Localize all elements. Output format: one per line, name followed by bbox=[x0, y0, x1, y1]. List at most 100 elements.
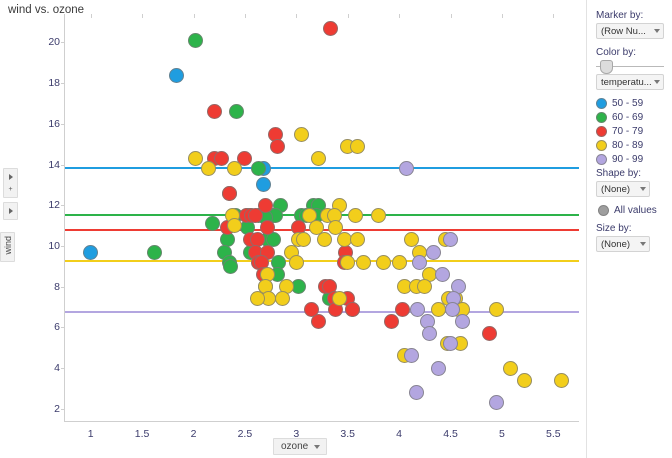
scatter-point[interactable] bbox=[482, 325, 498, 341]
color-by-dropdown[interactable]: temperatu... bbox=[596, 74, 664, 90]
scatter-point[interactable] bbox=[417, 279, 433, 295]
x-axis-label-button[interactable]: ozone bbox=[273, 438, 328, 455]
scatter-point[interactable] bbox=[489, 395, 505, 411]
scatter-point[interactable] bbox=[322, 20, 338, 36]
scatter-point[interactable] bbox=[221, 185, 237, 201]
size-by-dropdown[interactable]: (None) bbox=[596, 236, 650, 252]
scatter-point[interactable] bbox=[293, 126, 309, 142]
pan-arrow-icon[interactable] bbox=[5, 171, 16, 183]
scatter-point[interactable] bbox=[376, 254, 392, 270]
shape-by-dropdown[interactable]: (None) bbox=[596, 181, 650, 197]
scatter-point[interactable] bbox=[266, 232, 282, 248]
scatter-point[interactable] bbox=[257, 197, 273, 213]
slider-thumb[interactable] bbox=[600, 60, 613, 74]
scatter-point[interactable] bbox=[345, 301, 361, 317]
scatter-point[interactable] bbox=[350, 232, 366, 248]
slider-track bbox=[596, 66, 664, 67]
marker-by-dropdown[interactable]: (Row Nu... bbox=[596, 23, 664, 39]
scatter-point[interactable] bbox=[260, 220, 276, 236]
scatter-point[interactable] bbox=[445, 301, 461, 317]
scatter-point[interactable] bbox=[430, 301, 446, 317]
scatter-point[interactable] bbox=[517, 372, 533, 388]
scatter-point[interactable] bbox=[204, 216, 220, 232]
scatter-point[interactable] bbox=[489, 301, 505, 317]
scatter-point[interactable] bbox=[434, 266, 450, 282]
scatter-point[interactable] bbox=[188, 150, 204, 166]
scatter-point[interactable] bbox=[168, 67, 184, 83]
scatter-point[interactable] bbox=[502, 360, 518, 376]
scatter-point[interactable] bbox=[430, 360, 446, 376]
scatter-point[interactable] bbox=[348, 207, 364, 223]
legend-item-1[interactable]: 60 - 69 bbox=[596, 112, 672, 123]
x-axis-tick-label: 2 bbox=[190, 428, 197, 440]
scatter-point[interactable] bbox=[391, 254, 407, 270]
x-axis-tick-label: 5.5 bbox=[545, 428, 561, 440]
marker-by-value: (Row Nu... bbox=[601, 25, 646, 37]
scatter-point[interactable] bbox=[311, 313, 327, 329]
scatter-point[interactable] bbox=[227, 161, 243, 177]
y-axis-tick-mark bbox=[61, 327, 65, 329]
scatter-point[interactable] bbox=[83, 244, 99, 260]
scatter-point[interactable] bbox=[188, 32, 204, 48]
scatter-point[interactable] bbox=[340, 254, 356, 270]
scatter-point[interactable] bbox=[288, 254, 304, 270]
y-axis-label-button[interactable]: wind bbox=[0, 232, 15, 262]
scatter-point[interactable] bbox=[249, 291, 265, 307]
pan-tool-group: + bbox=[3, 168, 18, 198]
settings-side-panel: Marker by: (Row Nu... Color by: temperat… bbox=[586, 0, 672, 458]
scatter-point[interactable] bbox=[331, 291, 347, 307]
scatter-point[interactable] bbox=[327, 220, 343, 236]
scatter-point[interactable] bbox=[206, 104, 222, 120]
zoom-in-icon[interactable]: + bbox=[8, 185, 13, 193]
scatter-point[interactable] bbox=[409, 385, 425, 400]
legend-item-3[interactable]: 80 - 89 bbox=[596, 140, 672, 151]
legend-item-0[interactable]: 50 - 59 bbox=[596, 98, 672, 109]
legend-item-4[interactable]: 90 - 99 bbox=[596, 154, 672, 165]
scatter-point[interactable] bbox=[384, 313, 400, 329]
scatter-point[interactable] bbox=[213, 150, 229, 166]
scatter-point[interactable] bbox=[350, 138, 366, 154]
legend-item-2[interactable]: 70 - 79 bbox=[596, 126, 672, 137]
scatter-point[interactable] bbox=[412, 254, 428, 270]
scatter-point[interactable] bbox=[255, 177, 271, 193]
x-axis-tick-mark bbox=[450, 14, 452, 18]
scatter-point[interactable] bbox=[275, 291, 291, 307]
scatter-point[interactable] bbox=[295, 232, 311, 248]
scatter-point[interactable] bbox=[247, 207, 263, 223]
scatter-point[interactable] bbox=[223, 258, 238, 274]
scatter-point[interactable] bbox=[355, 254, 371, 270]
pan-arrow-icon-2[interactable] bbox=[5, 205, 16, 217]
scatter-point[interactable] bbox=[229, 104, 245, 120]
chevron-down-icon bbox=[654, 29, 660, 33]
chart-panel: wind vs. ozone + wind 2 4 6 8 10 12 14 16 18 20 1 1… bbox=[0, 4, 579, 455]
scatter-point[interactable] bbox=[443, 336, 458, 352]
scatter-point[interactable] bbox=[237, 150, 253, 166]
scatter-point[interactable] bbox=[371, 207, 387, 223]
color-by-slider[interactable] bbox=[596, 60, 664, 74]
scatter-point[interactable] bbox=[410, 301, 426, 317]
scatter-point[interactable] bbox=[394, 301, 410, 317]
scatter-point[interactable] bbox=[403, 232, 419, 248]
scatter-point[interactable] bbox=[270, 138, 286, 154]
scatter-point[interactable] bbox=[554, 372, 570, 388]
x-axis-tick-mark bbox=[399, 14, 401, 18]
x-axis-tick-label: 4 bbox=[396, 428, 403, 440]
scatter-point[interactable] bbox=[422, 325, 438, 341]
plot-area[interactable]: 2 4 6 8 10 12 14 16 18 20 1 1.5 2 2.5 3 3.5 4 4.5 5 5.5 bbox=[48, 14, 579, 440]
all-values-dot-icon bbox=[598, 205, 609, 216]
reference-line-4 bbox=[65, 311, 579, 314]
color-by-label: Color by: bbox=[596, 47, 637, 58]
scatter-point[interactable] bbox=[443, 232, 458, 248]
scatter-point[interactable] bbox=[311, 150, 327, 166]
scatter-point[interactable] bbox=[201, 161, 217, 177]
scatter-point[interactable] bbox=[250, 161, 266, 177]
scatter-point[interactable] bbox=[146, 244, 162, 260]
scatter-point[interactable] bbox=[455, 313, 471, 329]
legend-item-label: 90 - 99 bbox=[612, 154, 644, 165]
scatter-point[interactable] bbox=[227, 218, 243, 234]
scatter-point[interactable] bbox=[398, 161, 414, 177]
scatter-point[interactable] bbox=[425, 244, 441, 260]
scatter-point[interactable] bbox=[316, 232, 332, 248]
scatter-point[interactable] bbox=[403, 348, 419, 364]
scatter-point[interactable] bbox=[309, 220, 325, 236]
